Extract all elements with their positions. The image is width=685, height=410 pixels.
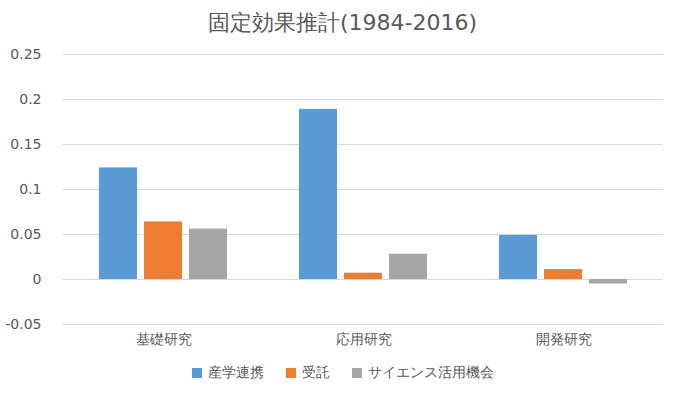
svg-text:基礎研究: 基礎研究 bbox=[136, 331, 192, 347]
svg-text:0.2: 0.2 bbox=[19, 91, 41, 107]
svg-text:0.05: 0.05 bbox=[10, 226, 41, 242]
svg-text:-0.05: -0.05 bbox=[5, 316, 41, 332]
svg-text:0: 0 bbox=[33, 271, 42, 287]
svg-text:0.25: 0.25 bbox=[10, 46, 41, 62]
svg-text:0.15: 0.15 bbox=[10, 136, 41, 152]
svg-text:開発研究: 開発研究 bbox=[536, 331, 592, 347]
html-text:産学連携: 産学連携 bbox=[207, 364, 264, 380]
svg-text:0.1: 0.1 bbox=[19, 181, 41, 197]
svg-text:応用研究: 応用研究 bbox=[336, 331, 392, 347]
html-text:サイエンス活用機会: サイエンス活用機会 bbox=[367, 364, 494, 380]
html-text:受託: 受託 bbox=[301, 364, 330, 380]
html-text:固定効果推計(1984-2016): 固定効果推計(1984-2016) bbox=[208, 10, 477, 35]
